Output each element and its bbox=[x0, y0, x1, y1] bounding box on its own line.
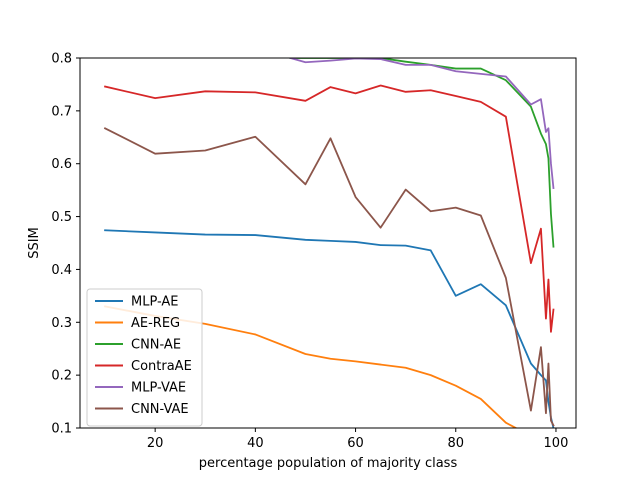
y-tick-label: 0.2 bbox=[51, 369, 72, 384]
y-tick-label: 0.5 bbox=[51, 210, 72, 225]
series-line-cnn-vae bbox=[103, 127, 555, 427]
x-axis-label: percentage population of majority class bbox=[199, 456, 458, 471]
x-tick-label: 20 bbox=[147, 436, 164, 451]
y-tick-label: 0.1 bbox=[51, 422, 72, 437]
series-line-mlp-vae bbox=[289, 58, 555, 190]
legend: MLP-AE AE-REG CNN-AE ContraAE MLP-VAE CNN-VAE bbox=[86, 288, 203, 427]
y-tick-label: 0.6 bbox=[51, 157, 72, 172]
series-line-contraae bbox=[103, 84, 555, 333]
legend-label-mlp-vae: MLP-VAE bbox=[131, 381, 186, 396]
legend-label-mlp-ae: MLP-AE bbox=[131, 295, 179, 310]
series-line-ae-reg bbox=[103, 305, 518, 428]
y-axis-label: SSIM bbox=[27, 227, 42, 259]
y-tick-label: 0.4 bbox=[51, 263, 72, 278]
series-line-cnn-ae bbox=[289, 58, 555, 248]
legend-label-contraae: ContraAE bbox=[131, 359, 192, 374]
series-layer bbox=[103, 58, 555, 428]
y-tick-label: 0.3 bbox=[51, 316, 72, 331]
legend-label-cnn-ae: CNN-AE bbox=[131, 338, 181, 353]
y-tick-label: 0.8 bbox=[51, 52, 72, 67]
x-tick-label: 60 bbox=[347, 436, 364, 451]
x-tick-label: 100 bbox=[544, 436, 569, 451]
plot-frame bbox=[79, 57, 577, 429]
x-tick-label: 40 bbox=[247, 436, 264, 451]
series-line-mlp-ae bbox=[104, 229, 555, 428]
legend-label-cnn-vae: CNN-VAE bbox=[131, 402, 189, 417]
x-tick-label: 80 bbox=[447, 436, 464, 451]
axes: 20 40 60 80 100 0.1 0.2 0.3 0.4 0.5 0.6 0.7 0.8 bbox=[51, 52, 577, 451]
legend-label-ae-reg: AE-REG bbox=[131, 316, 180, 331]
y-tick-label: 0.7 bbox=[51, 104, 72, 119]
